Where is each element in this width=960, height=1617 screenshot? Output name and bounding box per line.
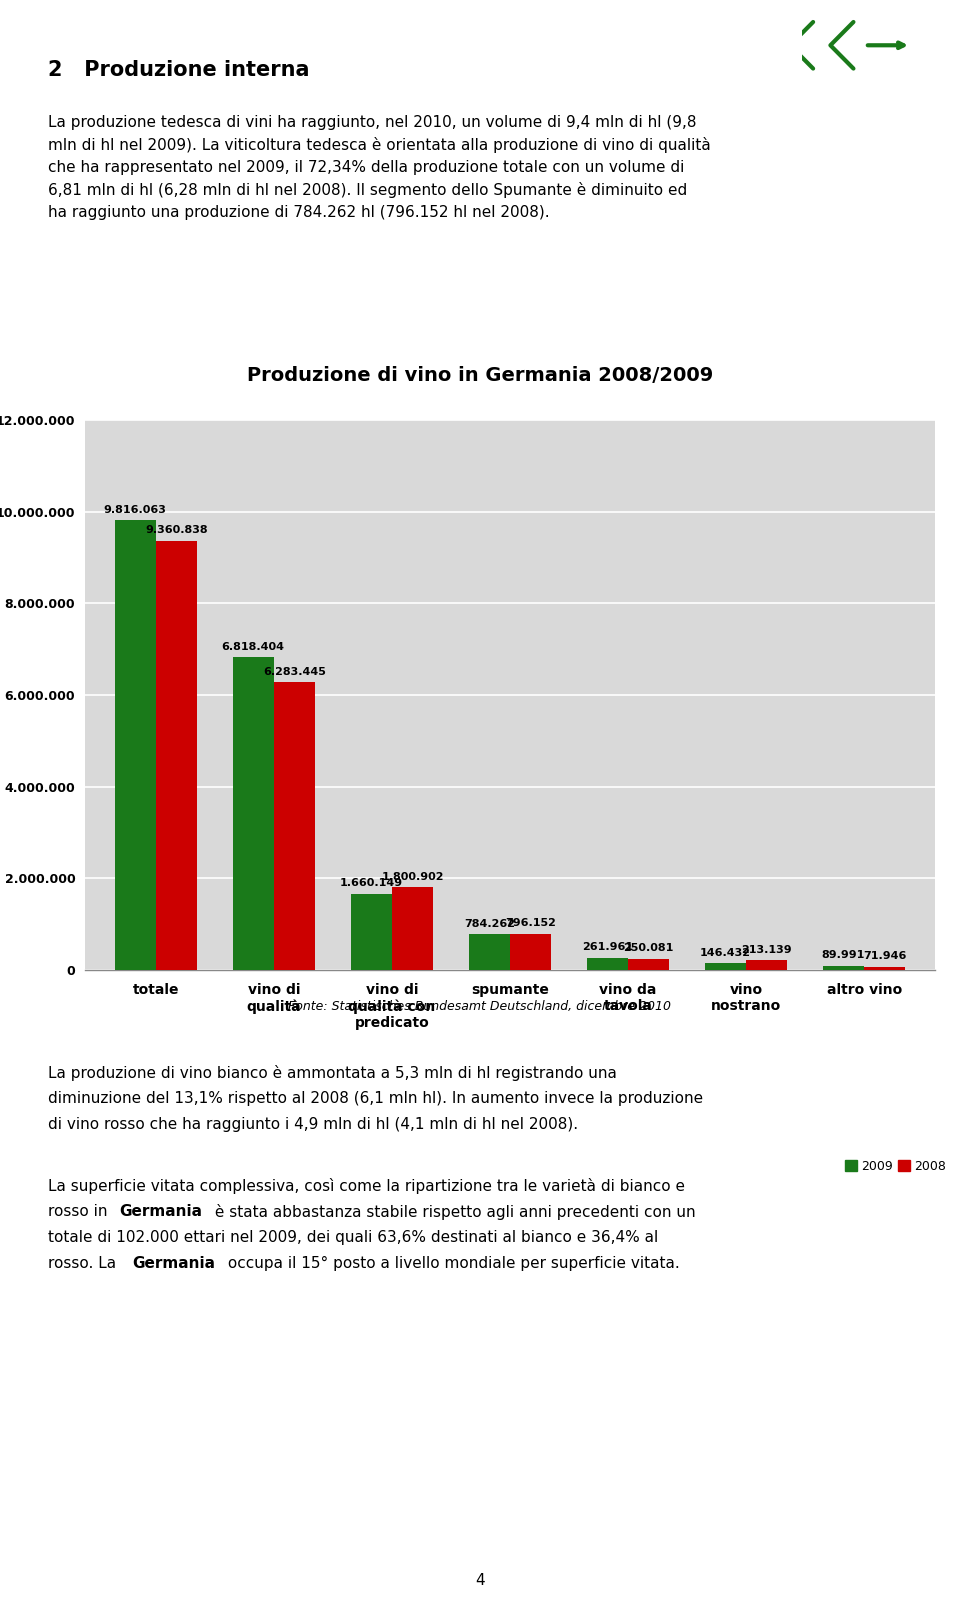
Text: diminuzione del 13,1% rispetto al 2008 (6,1 mln hl). In aumento invece la produz: diminuzione del 13,1% rispetto al 2008 (…: [48, 1091, 703, 1106]
Bar: [746, 960, 787, 970]
Text: totale di 102.000 ettari nel 2009, dei quali 63,6% destinati al bianco e 36,4% a: totale di 102.000 ettari nel 2009, dei q…: [48, 1231, 659, 1245]
Legend: 2009, 2008: 2009, 2008: [845, 1159, 946, 1172]
Text: rosso. La: rosso. La: [48, 1256, 121, 1271]
Text: 6.818.404: 6.818.404: [222, 642, 285, 652]
Bar: [114, 521, 156, 970]
Bar: [510, 933, 551, 970]
Text: 1.800.902: 1.800.902: [381, 872, 444, 881]
Text: 250.081: 250.081: [624, 943, 674, 952]
Text: occupa il 15° posto a livello mondiale per superficie vitata.: occupa il 15° posto a livello mondiale p…: [223, 1256, 680, 1271]
Text: Fonte: Statistisches Bundesamt Deutschland, dicembre 2010: Fonte: Statistisches Bundesamt Deutschla…: [289, 999, 671, 1012]
Text: 261.961: 261.961: [582, 943, 633, 952]
Bar: [274, 682, 315, 970]
Bar: [823, 965, 864, 970]
Text: 146.432: 146.432: [700, 948, 751, 957]
Text: 9.360.838: 9.360.838: [145, 526, 207, 535]
Text: 796.152: 796.152: [505, 918, 556, 928]
Text: 4: 4: [475, 1573, 485, 1588]
Text: è stata abbastanza stabile rispetto agli anni precedenti con un: è stata abbastanza stabile rispetto agli…: [209, 1205, 695, 1221]
Text: La produzione di vino bianco è ammontata a 5,3 mln di hl registrando una: La produzione di vino bianco è ammontata…: [48, 1066, 617, 1082]
Text: Germania: Germania: [119, 1205, 203, 1219]
Bar: [468, 935, 510, 970]
Text: La produzione tedesca di vini ha raggiunto, nel 2010, un volume di 9,4 mln di hl: La produzione tedesca di vini ha raggiun…: [48, 115, 710, 220]
Bar: [232, 658, 274, 970]
Text: Produzione di vino in Germania 2008/2009: Produzione di vino in Germania 2008/2009: [247, 365, 713, 385]
Text: 1.660.149: 1.660.149: [340, 878, 403, 888]
Text: 2   Produzione interna: 2 Produzione interna: [48, 60, 309, 79]
Text: 89.991: 89.991: [822, 951, 865, 960]
Text: Germania: Germania: [132, 1256, 215, 1271]
Bar: [156, 542, 197, 970]
Text: 6.283.445: 6.283.445: [263, 666, 326, 676]
Bar: [864, 967, 905, 970]
Bar: [392, 888, 433, 970]
Text: rosso in: rosso in: [48, 1205, 112, 1219]
Bar: [705, 964, 746, 970]
Bar: [587, 957, 628, 970]
Text: 213.139: 213.139: [741, 944, 792, 954]
Text: 784.262: 784.262: [464, 918, 515, 928]
Text: 9.816.063: 9.816.063: [104, 505, 167, 514]
Text: La superficie vitata complessiva, così come la ripartizione tra le varietà di bi: La superficie vitata complessiva, così c…: [48, 1179, 685, 1195]
Bar: [628, 959, 669, 970]
Text: 71.946: 71.946: [863, 951, 906, 960]
Text: di vino rosso che ha raggiunto i 4,9 mln di hl (4,1 mln di hl nel 2008).: di vino rosso che ha raggiunto i 4,9 mln…: [48, 1117, 578, 1132]
Bar: [350, 894, 392, 970]
